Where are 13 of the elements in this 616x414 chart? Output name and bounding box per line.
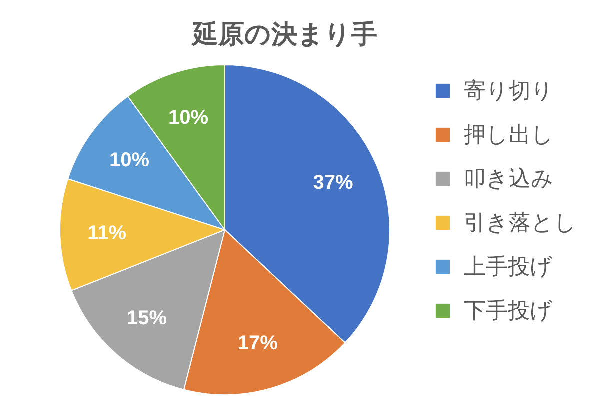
chart-title: 延原の決まり手: [190, 19, 378, 49]
legend-label: 上手投げ: [464, 254, 553, 279]
legend-label: 押し出し: [464, 122, 554, 147]
legend-label: 叩き込み: [464, 166, 554, 191]
data-label: 10%: [168, 106, 209, 129]
data-label: 15%: [126, 308, 168, 330]
legend-label: 寄り切り: [464, 78, 554, 103]
data-label: 37%: [313, 172, 354, 194]
data-label: 17%: [238, 332, 278, 354]
legend-label: 引き落とし: [464, 210, 577, 235]
data-label: 10%: [110, 150, 150, 172]
data-label: 11%: [88, 222, 127, 245]
legend-label: 下手投げ: [464, 298, 553, 323]
